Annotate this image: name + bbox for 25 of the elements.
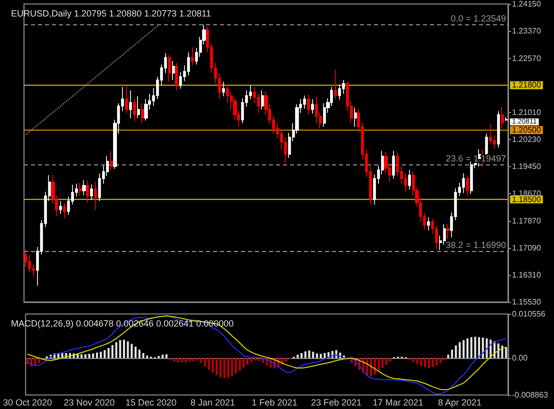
x-tick-label: 1 Feb 2021 <box>252 398 298 408</box>
x-tick-label: 17 Mar 2021 <box>372 398 424 408</box>
y-tick-label: 1.19450 <box>512 162 542 171</box>
y-tick-label: 1.22570 <box>512 54 542 64</box>
x-tick-label: 30 Oct 2020 <box>2 398 52 408</box>
x-tick-label: 8 Jan 2021 <box>190 398 236 408</box>
ref-line-label: 0.0 = 1.23549 <box>450 13 506 24</box>
y-tick-label: 1.17090 <box>512 244 542 253</box>
x-tick-label: 15 Dec 2020 <box>125 398 177 408</box>
y-tick-label: 0.00 <box>512 354 528 363</box>
x-tick-label: 23 Feb 2021 <box>310 398 362 408</box>
y-tick-label: 1.23370 <box>512 26 542 36</box>
ref-line-label: 38.2 = 1.16990 <box>446 240 506 250</box>
y-tick-label: 1.17870 <box>512 216 542 226</box>
y-tick-label: -0.008863 <box>512 390 549 400</box>
ref-line-label: 1.20500 <box>512 126 542 135</box>
y-tick-label: 1.16310 <box>512 270 542 280</box>
y-tick-label: 1.15530 <box>512 298 542 306</box>
x-tick-label: 23 Nov 2020 <box>64 398 115 408</box>
y-tick-label: 1.21010 <box>512 108 542 118</box>
ref-line-label: 1.21800 <box>512 80 542 90</box>
x-tick-label: 8 Apr 2021 <box>438 398 482 408</box>
y-tick-label: 1.20230 <box>512 135 542 144</box>
y-tick-label: 0.010556 <box>512 310 546 318</box>
y-tick-label: 1.24150 <box>512 0 542 8</box>
